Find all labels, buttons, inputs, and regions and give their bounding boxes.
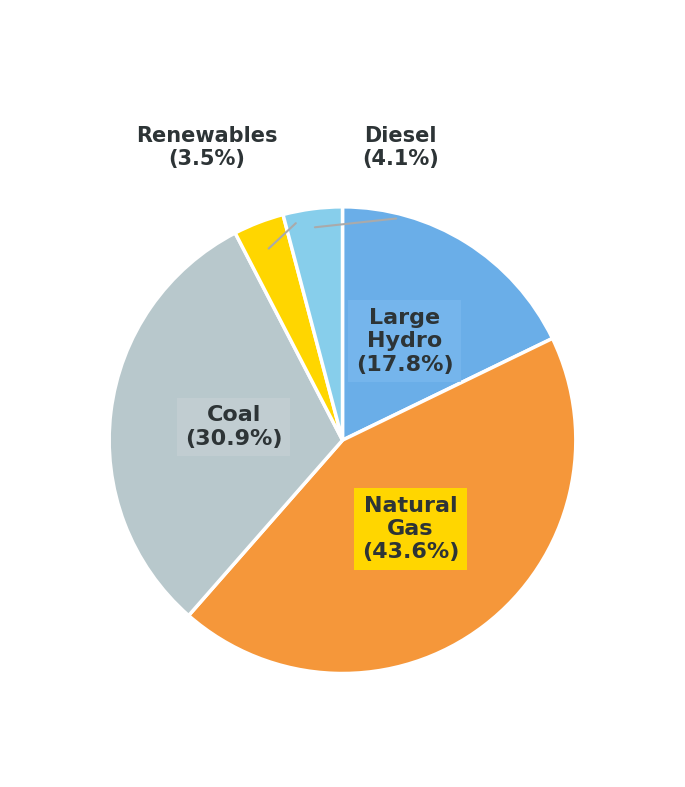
Text: Coal
(30.9%): Coal (30.9%) — [185, 405, 282, 449]
Wedge shape — [342, 207, 553, 440]
Wedge shape — [283, 207, 342, 440]
Wedge shape — [188, 338, 576, 674]
Wedge shape — [109, 233, 342, 615]
Text: Diesel
(4.1%): Diesel (4.1%) — [362, 126, 439, 169]
Wedge shape — [235, 215, 342, 440]
Text: Large
Hydro
(17.8%): Large Hydro (17.8%) — [356, 308, 453, 375]
Text: Renewables
(3.5%): Renewables (3.5%) — [136, 126, 278, 169]
Text: Natural
Gas
(43.6%): Natural Gas (43.6%) — [362, 496, 459, 563]
